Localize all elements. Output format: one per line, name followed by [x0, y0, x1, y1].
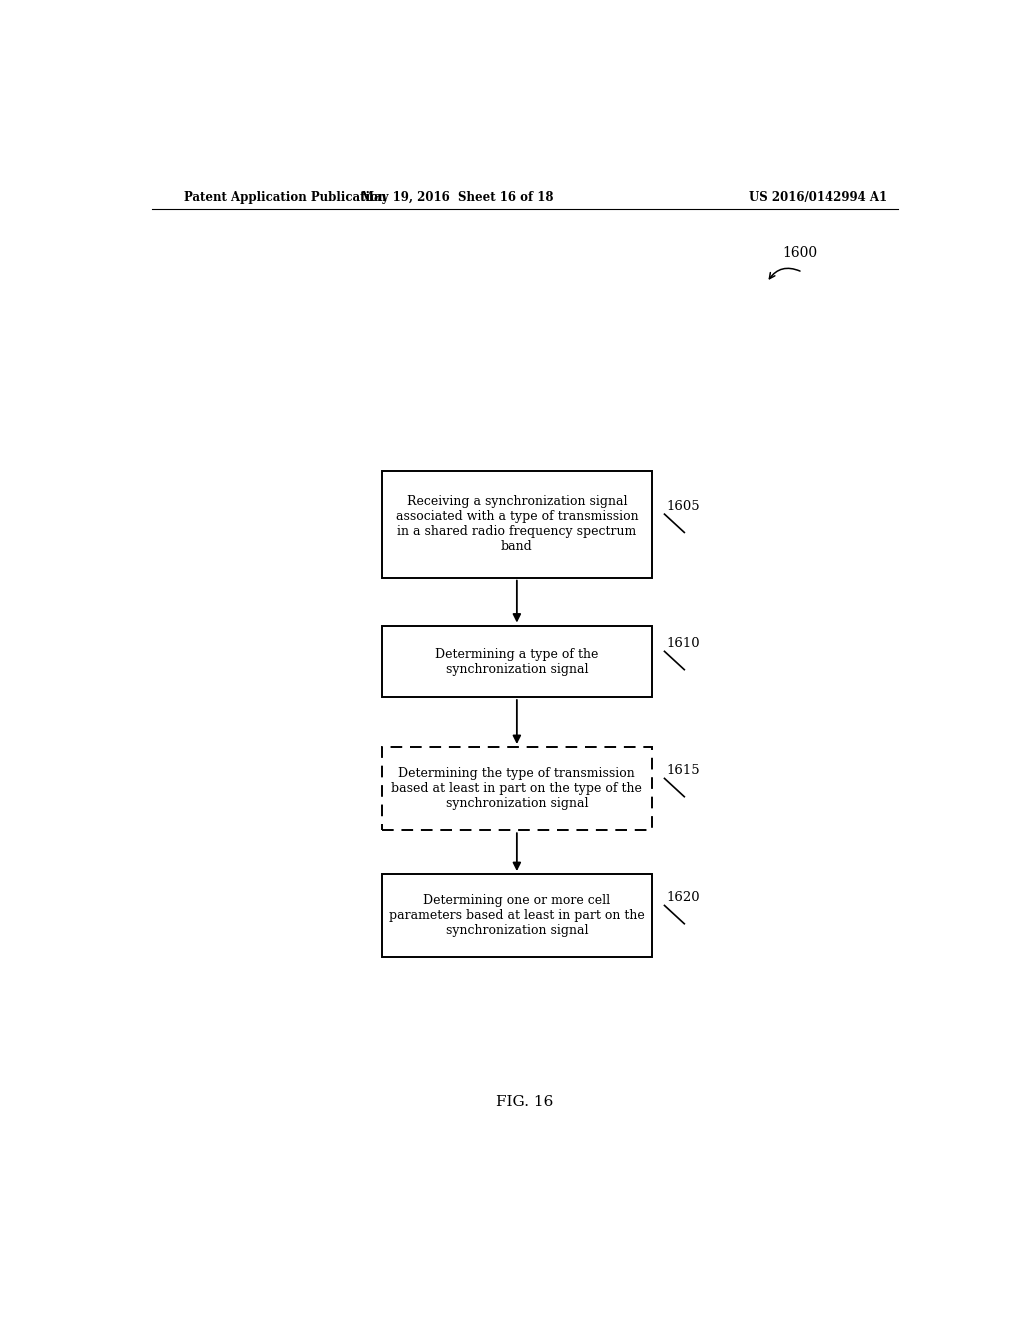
Text: US 2016/0142994 A1: US 2016/0142994 A1: [750, 190, 888, 203]
Text: FIG. 16: FIG. 16: [496, 1094, 554, 1109]
Bar: [382, 747, 651, 830]
Text: Receiving a synchronization signal
associated with a type of transmission
in a s: Receiving a synchronization signal assoc…: [395, 495, 638, 553]
Bar: [382, 471, 651, 578]
Text: 1620: 1620: [666, 891, 699, 904]
Text: 1605: 1605: [666, 499, 699, 512]
Bar: [382, 874, 651, 957]
Text: Determining one or more cell
parameters based at least in part on the
synchroniz: Determining one or more cell parameters …: [389, 894, 645, 937]
Text: May 19, 2016  Sheet 16 of 18: May 19, 2016 Sheet 16 of 18: [361, 190, 554, 203]
Text: Determining a type of the
synchronization signal: Determining a type of the synchronizatio…: [435, 648, 599, 676]
Text: Patent Application Publication: Patent Application Publication: [183, 190, 386, 203]
Text: 1610: 1610: [666, 636, 699, 649]
Text: Determining the type of transmission
based at least in part on the type of the
s: Determining the type of transmission bas…: [391, 767, 642, 810]
Text: 1600: 1600: [782, 246, 818, 260]
Bar: [382, 626, 651, 697]
Text: 1615: 1615: [666, 764, 699, 776]
